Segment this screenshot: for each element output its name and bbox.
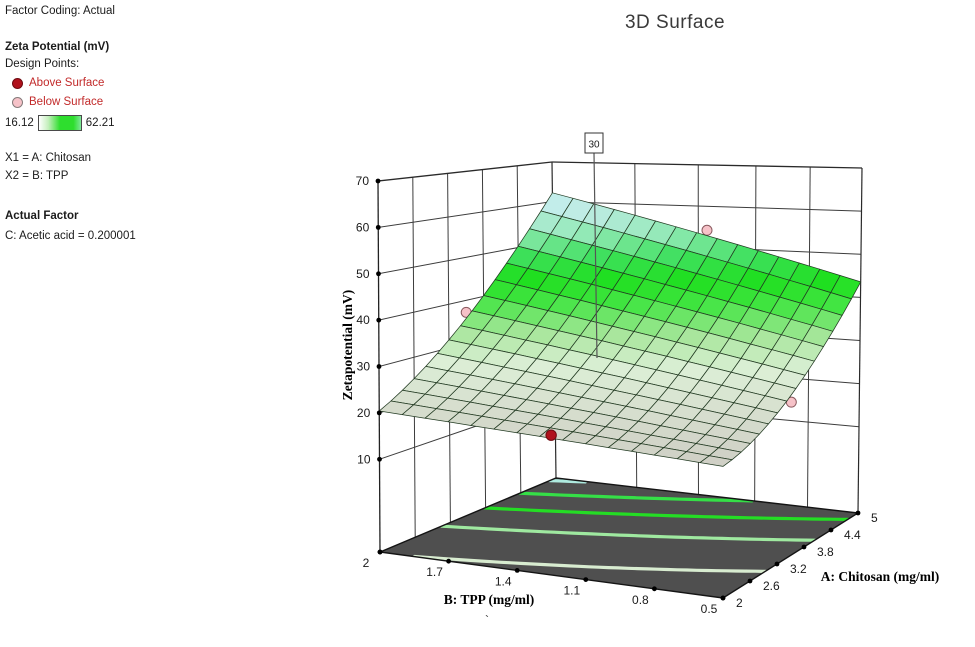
- above-surface-label: Above Surface: [29, 77, 105, 89]
- flag-box[interactable]: [584, 132, 604, 154]
- actual-factor-value: C: Acetic acid = 0.200001: [5, 230, 136, 242]
- a-tick-dot: [720, 595, 726, 601]
- color-scale-gradient: [37, 115, 82, 131]
- z-tick-label: 20: [357, 406, 371, 420]
- a-tick-dot: [747, 578, 753, 584]
- b-axis-title: B: TPP (mg/ml): [444, 592, 535, 607]
- scale-max-value: 62.21: [85, 117, 115, 129]
- wall-gridline-z: [378, 201, 553, 228]
- above-surface-point-icon: [12, 77, 23, 89]
- a-tick-dot: [774, 561, 780, 567]
- a-tick-label: 5: [871, 511, 878, 525]
- design-point-below[interactable]: [701, 224, 713, 236]
- z-tick-dot: [375, 178, 381, 184]
- z-tick-dot: [375, 224, 381, 230]
- below-surface-point-icon: [12, 96, 23, 108]
- a-tick-label: 3.2: [790, 562, 807, 576]
- x1-factor-label: X1 = A: Chitosan: [5, 152, 91, 164]
- a-tick-dot: [855, 510, 861, 516]
- x2-factor-label: X2 = B: TPP: [5, 170, 69, 182]
- z-axis-title: Zetapotential (mV): [340, 290, 355, 401]
- contour-line-20: [413, 554, 767, 574]
- contour-line-30: [439, 524, 817, 542]
- surface-plot-canvas[interactable]: 30 10 20 30 40 50 60 70 2 1.7 1.4 1.1 0.8 0.5 2 2.6 3.2 3…: [330, 120, 975, 647]
- a-tick-label: 3.8: [817, 545, 834, 559]
- a-tick-label: 2.6: [763, 579, 780, 593]
- wall-gridline-a: [412, 177, 416, 538]
- legend-item-above-surface: Above Surface: [12, 77, 104, 89]
- b-tick-label: 2: [363, 556, 370, 570]
- flag-value: 30: [588, 140, 600, 151]
- axes: 10 20 30 40 50 60 70 2 1.7 1.4 1.1 0.8 0.5 2 2.6 3.2 3.8…: [340, 174, 939, 627]
- b-tick-label: 0.5: [701, 602, 718, 616]
- floor-contours: [413, 479, 850, 574]
- response-title: Zeta Potential (mV): [5, 41, 110, 53]
- z-tick-label: 60: [356, 220, 370, 234]
- z-tick-dot: [376, 317, 382, 323]
- a-tick-label: 2: [736, 596, 743, 610]
- z-tick-dot: [376, 364, 382, 369]
- b-tick-dot: [446, 558, 451, 564]
- a-tick-dot: [801, 544, 807, 550]
- z-tick-label: 40: [356, 313, 370, 327]
- a-axis-title: A: Chitosan (mg/ml): [821, 569, 940, 584]
- z-tick-dot: [376, 410, 382, 416]
- stray-mark: `: [485, 613, 489, 627]
- box-top-edge: [377, 161, 553, 182]
- a-tick-dot: [828, 527, 834, 533]
- factor-coding-label: Factor Coding: Actual: [5, 5, 115, 17]
- actual-factor-title: Actual Factor: [5, 210, 79, 222]
- legend-item-below-surface: Below Surface: [12, 96, 103, 108]
- chart-title: 3D Surface: [624, 12, 726, 33]
- b-tick-dot: [652, 586, 657, 592]
- design-point-above[interactable]: [545, 429, 557, 441]
- b-tick-label: 1.7: [426, 565, 443, 579]
- color-scale: 16.12 62.21: [5, 115, 115, 131]
- b-tick-dot: [583, 577, 589, 582]
- point-flag[interactable]: 30: [584, 132, 604, 359]
- z-tick-label: 70: [356, 174, 370, 188]
- flag-leader-line: [593, 152, 598, 359]
- b-tick-label: 1.4: [495, 574, 512, 588]
- z-tick-label: 50: [356, 267, 370, 281]
- z-tick-dot: [376, 271, 381, 277]
- z-tick-dot: [377, 456, 382, 462]
- below-surface-label: Below Surface: [29, 96, 104, 108]
- b-tick-label: 1.1: [563, 584, 580, 598]
- design-points-label: Design Points:: [5, 58, 80, 70]
- z-tick-label: 10: [357, 452, 371, 466]
- legend-panel: Factor Coding: Actual Zeta Potential (mV…: [5, 0, 315, 260]
- surface-cell: [699, 455, 733, 467]
- contour-line-40: [483, 506, 850, 522]
- b-tick-label: 0.8: [632, 593, 649, 607]
- z-tick-label: 30: [357, 360, 371, 374]
- contour-line-50: [518, 491, 754, 503]
- a-tick-label: 4.4: [844, 528, 861, 542]
- surface-mesh: [378, 192, 862, 467]
- box-top-edge: [551, 161, 863, 169]
- b-tick-dot: [514, 568, 520, 573]
- b-tick-dot: [377, 549, 383, 555]
- scale-min-value: 16.12: [5, 117, 34, 129]
- contour-line-60: [548, 479, 587, 484]
- box-right-edge: [857, 167, 863, 514]
